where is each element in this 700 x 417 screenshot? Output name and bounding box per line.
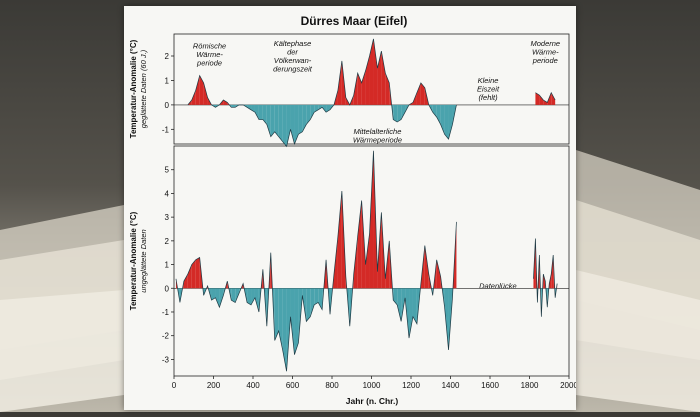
top-y-axis-sublabel: geglättete Daten (60 J.) [139, 49, 148, 128]
cold-anomaly-area [314, 288, 318, 305]
bottom-y-axis-sublabel: ungeglättete Daten [139, 229, 148, 292]
top-y-axis-label: Temperatur-Anomalie (°C) [129, 39, 138, 138]
x-tick-label: 1400 [442, 381, 460, 390]
y-tick-label: -2 [162, 332, 170, 341]
y-tick-label: 0 [165, 284, 170, 293]
cold-anomaly-area [231, 105, 235, 107]
y-tick-label: -1 [162, 125, 170, 134]
x-tick-label: 200 [207, 381, 221, 390]
cold-anomaly-area [445, 105, 449, 139]
x-tick-label: 1000 [363, 381, 381, 390]
cold-anomaly-area [279, 105, 283, 142]
y-tick-label: 1 [165, 76, 170, 85]
cold-anomaly-area [306, 288, 310, 321]
x-tick-label: 1200 [402, 381, 420, 390]
x-tick-label: 0 [172, 381, 177, 390]
x-tick-label: 2000 [560, 381, 576, 390]
cold-anomaly-area [247, 288, 251, 305]
y-tick-label: 4 [165, 189, 170, 198]
cold-anomaly-area [397, 105, 401, 122]
x-tick-label: 1600 [481, 381, 499, 390]
x-tick-label: 400 [246, 381, 260, 390]
y-tick-label: 2 [165, 237, 170, 246]
cold-anomaly-area [393, 105, 397, 122]
y-tick-label: -1 [162, 308, 170, 317]
chart-card: Dürres Maar (Eifel) Temperatur-Anomalie … [124, 6, 576, 410]
y-tick-label: 1 [165, 261, 170, 270]
x-tick-label: 800 [325, 381, 339, 390]
cold-anomaly-area [298, 105, 302, 134]
cold-anomaly-area [275, 105, 279, 137]
chart-title: Dürres Maar (Eifel) [301, 14, 408, 28]
y-tick-label: -3 [162, 355, 170, 364]
annotation-label: Datenlücke [479, 281, 517, 290]
cold-anomaly-area [271, 105, 275, 137]
chart-figure: Dürres Maar (Eifel) Temperatur-Anomalie … [124, 6, 576, 410]
x-tick-label: 600 [286, 381, 300, 390]
bottom-y-axis-label: Temperatur-Anomalie (°C) [129, 211, 138, 310]
x-axis-label: Jahr (n. Chr.) [346, 396, 399, 406]
y-tick-label: 3 [165, 213, 170, 222]
x-tick-label: 1800 [521, 381, 539, 390]
cold-anomaly-area [283, 105, 287, 147]
y-tick-label: 2 [165, 52, 170, 61]
warm-anomaly-area [196, 257, 200, 288]
cold-anomaly-area [259, 105, 263, 120]
y-tick-label: 5 [165, 166, 170, 175]
y-tick-label: 0 [165, 101, 170, 110]
